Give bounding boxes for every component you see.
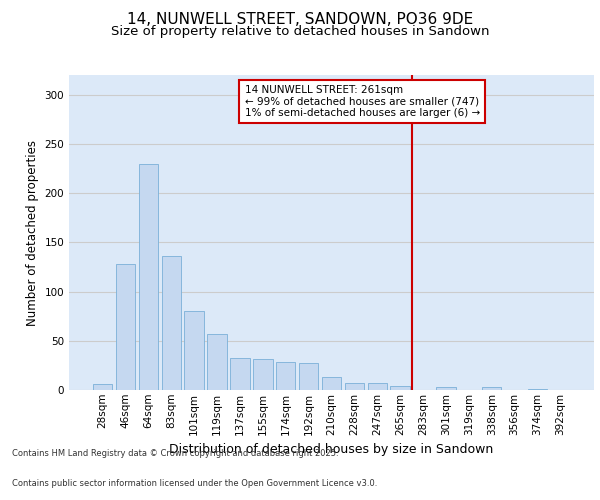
Text: Contains HM Land Registry data © Crown copyright and database right 2025.: Contains HM Land Registry data © Crown c… — [12, 448, 338, 458]
Bar — [436, 387, 455, 390]
Y-axis label: Number of detached properties: Number of detached properties — [26, 140, 39, 326]
Bar — [344, 383, 364, 390]
Bar — [322, 377, 341, 390]
Bar — [161, 256, 181, 390]
Bar — [528, 389, 547, 390]
Bar — [139, 164, 158, 390]
Bar — [299, 364, 319, 390]
Bar — [253, 358, 272, 390]
Bar — [184, 311, 204, 390]
Bar — [93, 384, 112, 390]
Bar — [391, 386, 410, 390]
Bar — [276, 362, 295, 390]
Bar — [208, 334, 227, 390]
Bar — [116, 264, 135, 390]
Text: 14, NUNWELL STREET, SANDOWN, PO36 9DE: 14, NUNWELL STREET, SANDOWN, PO36 9DE — [127, 12, 473, 28]
Text: 14 NUNWELL STREET: 261sqm
← 99% of detached houses are smaller (747)
1% of semi-: 14 NUNWELL STREET: 261sqm ← 99% of detac… — [245, 85, 480, 118]
Text: Contains public sector information licensed under the Open Government Licence v3: Contains public sector information licen… — [12, 478, 377, 488]
Text: Size of property relative to detached houses in Sandown: Size of property relative to detached ho… — [111, 25, 489, 38]
Bar — [230, 358, 250, 390]
Bar — [368, 383, 387, 390]
Bar — [482, 387, 502, 390]
X-axis label: Distribution of detached houses by size in Sandown: Distribution of detached houses by size … — [169, 443, 494, 456]
